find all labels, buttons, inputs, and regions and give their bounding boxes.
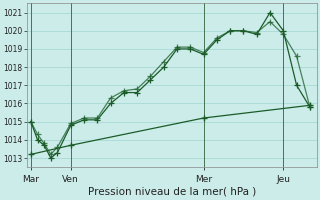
X-axis label: Pression niveau de la mer( hPa ): Pression niveau de la mer( hPa ): [88, 187, 256, 197]
